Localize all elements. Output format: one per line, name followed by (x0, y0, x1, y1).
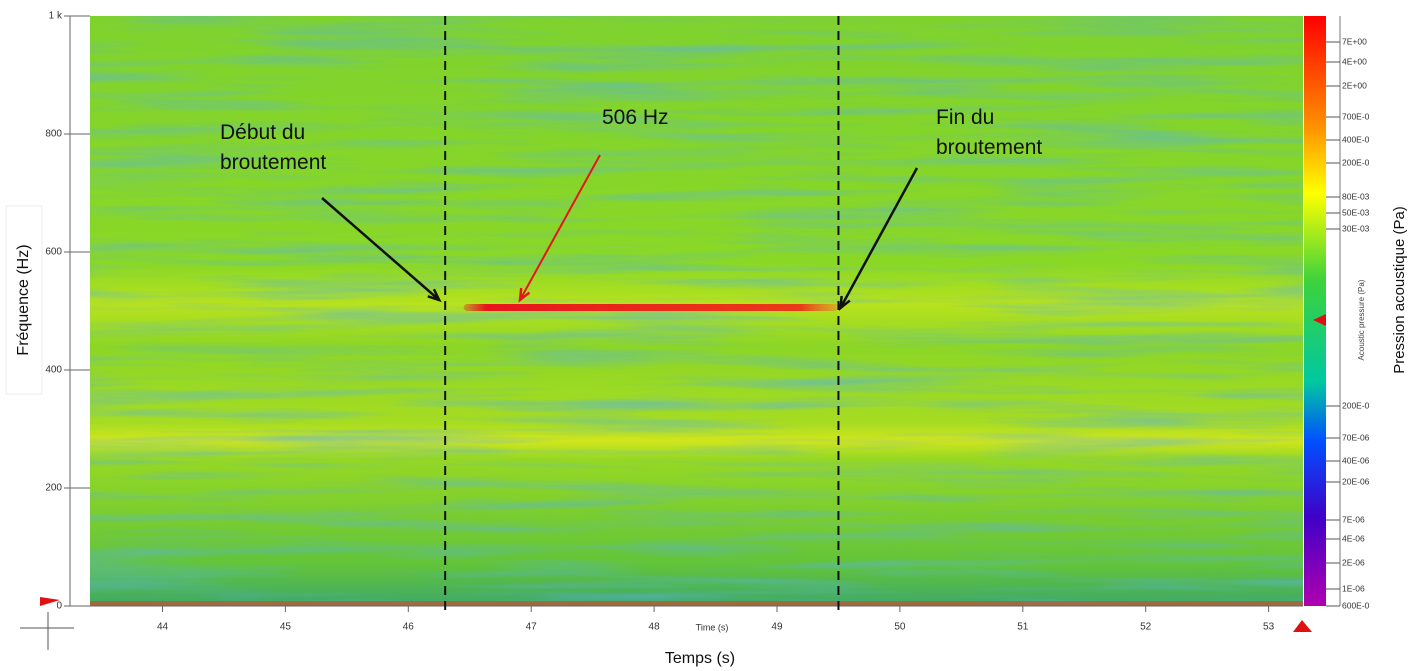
annotation: Début du broutement (220, 121, 326, 174)
tone-line (463, 303, 839, 311)
marker-icon (40, 597, 60, 606)
colorbar-tick-label: 20E-06 (1342, 476, 1370, 486)
y-tick-label: 800 (45, 129, 62, 140)
annotation-arrow (519, 154, 601, 301)
colorbar-tick-label: 200E-0 (1342, 400, 1370, 410)
y-tick-label: 400 (45, 365, 62, 376)
y-label-box (5, 205, 43, 395)
annotation: 506 Hz (602, 106, 669, 129)
x-axis-label: Temps (s) (665, 650, 735, 667)
colorbar-label-inner: Acoustic pressure (Pa) (1357, 279, 1366, 360)
colorbar-tick-label: 4E+00 (1342, 56, 1367, 66)
x-tick-label: 47 (526, 622, 538, 633)
annotation-arrowhead (838, 295, 851, 311)
x-tick-label: 44 (157, 622, 169, 633)
colorbar-tick-label: 40E-06 (1342, 455, 1370, 465)
annotation-arrow (839, 167, 919, 309)
colorbar-tick-label: 70E-06 (1342, 432, 1370, 442)
x-tick-label: 49 (771, 622, 783, 633)
annotation: Fin du broutement (936, 106, 1042, 159)
y-axis-label: Fréquence (Hz) (15, 244, 32, 355)
baseline-band (90, 601, 1303, 606)
annotation-arrow (321, 197, 440, 301)
colorbar-tick-label: 200E-0 (1342, 157, 1370, 167)
x-tick-label: 50 (894, 622, 906, 633)
y-tick-label: 200 (45, 483, 62, 494)
colorbar-tick-label: 50E-03 (1342, 207, 1370, 217)
marker-icon (1313, 314, 1326, 326)
x-tick-label: 46 (403, 622, 415, 633)
colorbar-label: Pression acoustique (Pa) (1391, 206, 1408, 374)
annotation-arrowhead (427, 288, 442, 303)
colorbar-tick-label: 2E+00 (1342, 80, 1367, 90)
x-tick-label: 53 (1263, 622, 1275, 633)
colorbar-tick-label: 80E-03 (1342, 191, 1370, 201)
y-tick-label: 600 (45, 247, 62, 258)
colorbar-tick-label: 2E-06 (1342, 557, 1365, 567)
y-tick-label: 1 k (49, 11, 63, 22)
colorbar-tick-label: 7E-06 (1342, 514, 1365, 524)
x-tick-label: 48 (649, 622, 661, 633)
y-tick-label: 0 (56, 601, 62, 612)
colorbar-tick-label: 7E+00 (1342, 36, 1367, 46)
colorbar-tick-label: 1E-06 (1342, 583, 1365, 593)
marker-icon (1293, 620, 1312, 632)
colorbar-tick-label: 600E-0 (1342, 600, 1370, 610)
x-axis-label-inner: Time (s) (696, 622, 729, 632)
colorbar-tick-label: 30E-03 (1342, 223, 1370, 233)
x-tick-label: 51 (1017, 622, 1029, 633)
annotation-arrowhead (518, 287, 531, 303)
colorbar-tick-label: 700E-0 (1342, 111, 1370, 121)
colorbar (1304, 16, 1326, 606)
spectrogram-texture (90, 16, 1303, 606)
x-tick-label: 52 (1140, 622, 1152, 633)
colorbar-tick-label: 4E-06 (1342, 533, 1365, 543)
x-tick-label: 45 (280, 622, 292, 633)
colorbar-tick-label: 400E-0 (1342, 134, 1370, 144)
